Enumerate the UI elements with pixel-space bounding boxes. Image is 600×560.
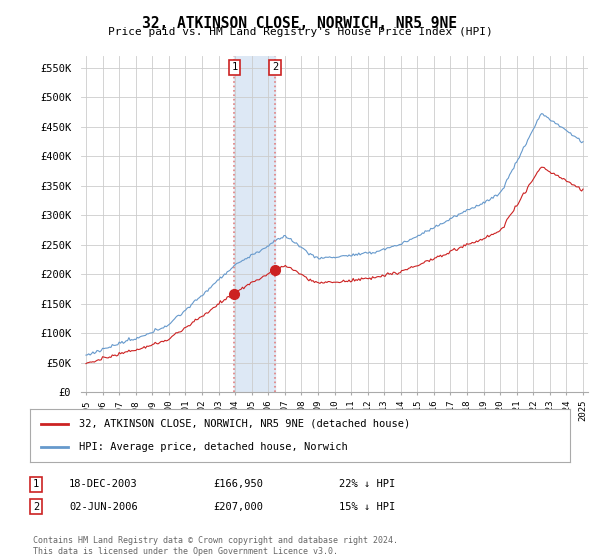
Text: 1: 1 <box>232 62 238 72</box>
Text: 02-JUN-2006: 02-JUN-2006 <box>69 502 138 512</box>
Text: £207,000: £207,000 <box>213 502 263 512</box>
Text: 18-DEC-2003: 18-DEC-2003 <box>69 479 138 489</box>
Text: 32, ATKINSON CLOSE, NORWICH, NR5 9NE (detached house): 32, ATKINSON CLOSE, NORWICH, NR5 9NE (de… <box>79 419 410 429</box>
Text: Price paid vs. HM Land Registry's House Price Index (HPI): Price paid vs. HM Land Registry's House … <box>107 27 493 37</box>
Text: 1: 1 <box>33 479 39 489</box>
Bar <box>235 56 275 392</box>
Text: Contains HM Land Registry data © Crown copyright and database right 2024.
This d: Contains HM Land Registry data © Crown c… <box>33 536 398 556</box>
Text: 22% ↓ HPI: 22% ↓ HPI <box>339 479 395 489</box>
Text: 2: 2 <box>272 62 278 72</box>
Text: 2: 2 <box>33 502 39 512</box>
Text: 15% ↓ HPI: 15% ↓ HPI <box>339 502 395 512</box>
Text: HPI: Average price, detached house, Norwich: HPI: Average price, detached house, Norw… <box>79 442 347 452</box>
Text: 32, ATKINSON CLOSE, NORWICH, NR5 9NE: 32, ATKINSON CLOSE, NORWICH, NR5 9NE <box>143 16 458 31</box>
Text: £166,950: £166,950 <box>213 479 263 489</box>
